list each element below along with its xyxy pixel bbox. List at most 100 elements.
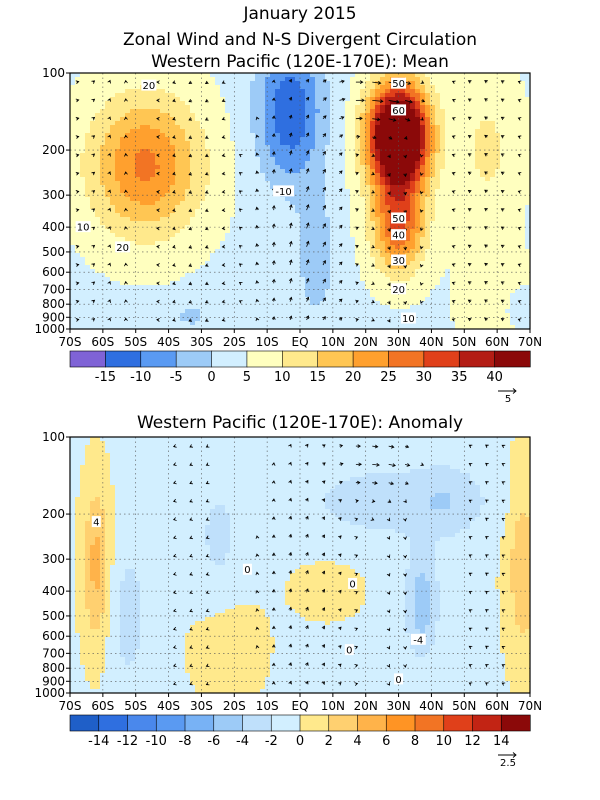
field-cell bbox=[80, 125, 86, 130]
field-cell bbox=[180, 205, 186, 210]
field-cell bbox=[380, 293, 386, 298]
field-cell bbox=[430, 157, 436, 162]
field-cell bbox=[245, 153, 251, 158]
field-cell bbox=[125, 169, 131, 174]
field-cell bbox=[200, 161, 206, 166]
field-cell bbox=[160, 217, 166, 222]
field-cell bbox=[265, 165, 271, 170]
field-cell bbox=[360, 213, 366, 218]
field-cell bbox=[270, 249, 276, 254]
field-cell bbox=[235, 249, 241, 254]
field-cell bbox=[310, 137, 316, 142]
field-cell bbox=[285, 285, 291, 290]
field-cell bbox=[200, 165, 206, 170]
field-cell bbox=[175, 161, 181, 166]
field-cell bbox=[145, 157, 151, 162]
field-cell bbox=[350, 105, 356, 110]
field-cell bbox=[350, 145, 356, 150]
field-cell bbox=[205, 309, 211, 314]
field-cell bbox=[340, 293, 346, 298]
field-cell bbox=[275, 101, 281, 106]
field-cell bbox=[410, 229, 416, 234]
field-cell bbox=[120, 193, 126, 198]
field-cell bbox=[250, 229, 256, 234]
field-cell bbox=[380, 241, 386, 246]
field-cell bbox=[405, 325, 411, 329]
field-cell bbox=[190, 229, 196, 234]
field-cell bbox=[135, 321, 141, 326]
field-cell bbox=[410, 185, 416, 190]
field-cell bbox=[450, 221, 456, 226]
field-cell bbox=[360, 257, 366, 262]
field-cell bbox=[365, 129, 371, 134]
field-cell bbox=[430, 165, 436, 170]
field-cell bbox=[240, 121, 246, 126]
field-cell bbox=[240, 189, 246, 194]
field-cell bbox=[435, 173, 441, 178]
field-cell bbox=[375, 293, 381, 298]
field-cell bbox=[325, 313, 331, 318]
field-cell bbox=[110, 165, 116, 170]
field-cell bbox=[300, 161, 306, 166]
field-cell bbox=[380, 229, 386, 234]
field-cell bbox=[395, 177, 401, 182]
field-cell bbox=[370, 185, 376, 190]
field-cell bbox=[115, 217, 121, 222]
field-cell bbox=[255, 133, 261, 138]
field-cell bbox=[275, 177, 281, 182]
field-cell bbox=[435, 301, 441, 306]
field-cell bbox=[380, 125, 386, 130]
field-cell bbox=[355, 257, 361, 262]
field-cell bbox=[165, 201, 171, 206]
field-cell bbox=[265, 213, 271, 218]
field-cell bbox=[385, 285, 391, 290]
field-cell bbox=[105, 325, 111, 329]
field-cell bbox=[200, 261, 206, 266]
field-cell bbox=[345, 145, 351, 150]
field-cell bbox=[185, 197, 191, 202]
field-cell bbox=[165, 249, 171, 254]
field-cell bbox=[190, 177, 196, 182]
field-cell bbox=[440, 297, 446, 302]
field-cell bbox=[370, 221, 376, 226]
field-cell bbox=[395, 133, 401, 138]
field-cell bbox=[160, 261, 166, 266]
field-cell bbox=[390, 97, 396, 102]
field-cell bbox=[150, 125, 156, 130]
field-cell bbox=[85, 141, 91, 146]
field-cell bbox=[410, 277, 416, 282]
field-cell bbox=[420, 313, 426, 318]
field-cell bbox=[395, 189, 401, 194]
field-cell bbox=[315, 237, 321, 242]
field-cell bbox=[375, 241, 381, 246]
field-cell bbox=[165, 285, 171, 290]
field-cell bbox=[235, 133, 241, 138]
field-cell bbox=[275, 85, 281, 90]
field-cell bbox=[285, 317, 291, 322]
field-cell bbox=[230, 81, 236, 86]
field-cell bbox=[105, 253, 111, 258]
field-cell bbox=[430, 105, 436, 110]
field-cell bbox=[445, 129, 451, 134]
field-cell bbox=[200, 241, 206, 246]
field-cell bbox=[445, 141, 451, 146]
field-cell bbox=[170, 309, 176, 314]
field-cell bbox=[340, 285, 346, 290]
field-cell bbox=[175, 205, 181, 210]
field-cell bbox=[90, 237, 96, 242]
field-cell bbox=[185, 253, 191, 258]
field-cell bbox=[280, 137, 286, 142]
field-cell bbox=[385, 313, 391, 318]
field-cell bbox=[390, 145, 396, 150]
field-cell bbox=[175, 157, 181, 162]
field-cell bbox=[425, 301, 431, 306]
field-cell bbox=[90, 117, 96, 122]
field-cell bbox=[95, 301, 101, 306]
field-cell bbox=[75, 321, 81, 326]
field-cell bbox=[260, 245, 266, 250]
field-cell bbox=[75, 217, 81, 222]
field-cell bbox=[115, 233, 121, 238]
field-cell bbox=[125, 289, 131, 294]
field-cell bbox=[400, 133, 406, 138]
field-cell bbox=[250, 213, 256, 218]
